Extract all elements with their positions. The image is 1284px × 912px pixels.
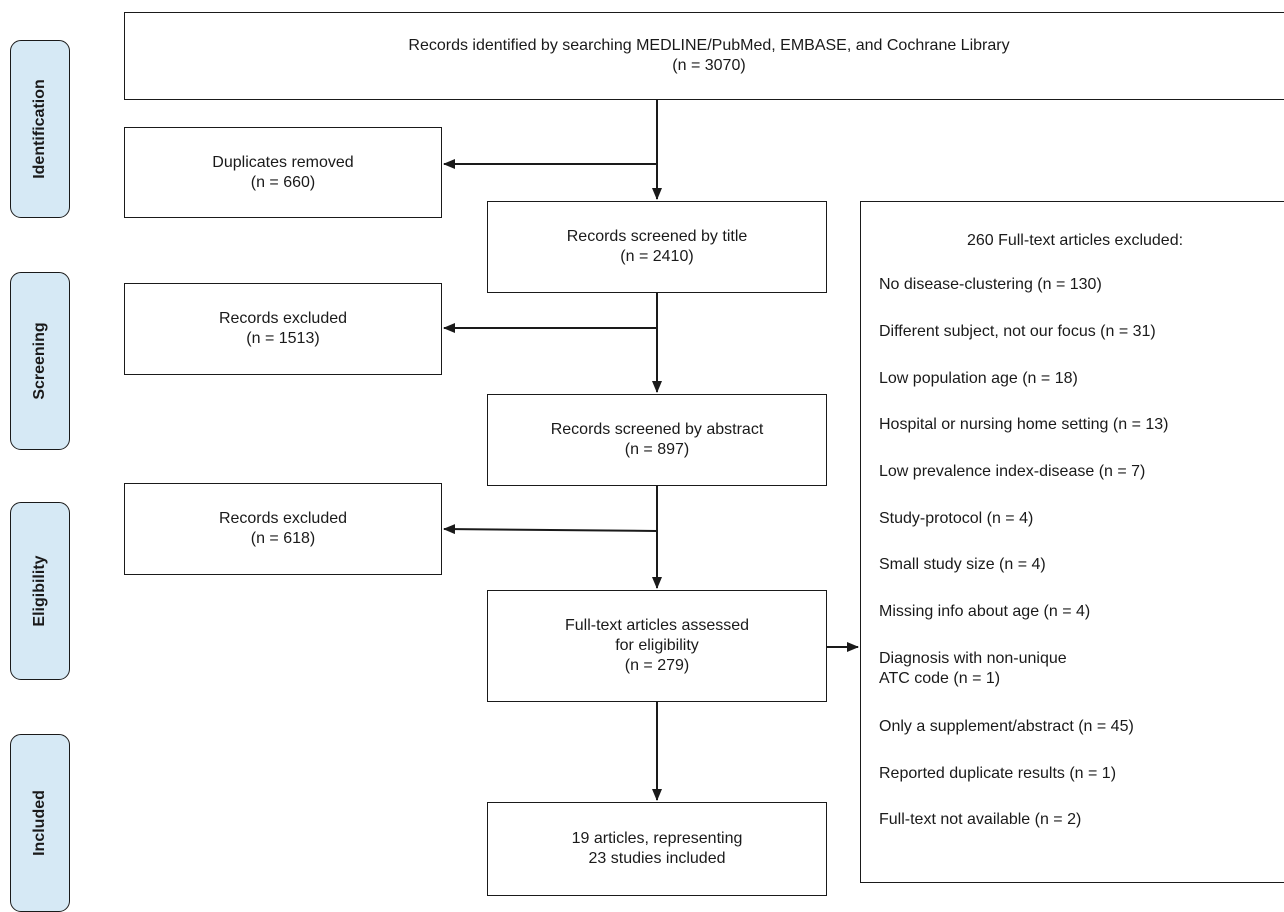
box-count: (n = 897) [624, 441, 690, 458]
exclusion-item: ATC code (n = 1) [879, 670, 1001, 687]
box-text: Records identified by searching MEDLINE/… [408, 37, 1010, 54]
box-text: Full-text articles assessed [564, 617, 750, 634]
box-count: (n = 3070) [672, 57, 746, 74]
included-box: 19 articles, representing 23 studies inc… [487, 802, 827, 896]
box-text: Records excluded [218, 510, 348, 527]
exclusion-item: Different subject, not our focus (n = 31… [879, 323, 1156, 340]
exclusion-item: Hospital or nursing home setting (n = 13… [879, 416, 1169, 433]
exclusion-item: Full-text not available (n = 2) [879, 811, 1082, 828]
box-text: 23 studies included [588, 850, 726, 867]
stage-included: Included [10, 734, 70, 912]
stage-identification: Identification [10, 40, 70, 218]
exclusion-item: Reported duplicate results (n = 1) [879, 765, 1117, 782]
arrow-to-excluded-abstract [443, 524, 658, 535]
box-count: (n = 2410) [620, 248, 694, 265]
exclusion-item: Low prevalence index-disease (n = 7) [879, 463, 1146, 480]
screened-title-box: Records screened by title (n = 2410) [487, 201, 827, 293]
exclusion-item: No disease-clustering (n = 130) [879, 276, 1102, 293]
stage-eligibility: Eligibility [10, 502, 70, 680]
exclusion-item: Low population age (n = 18) [879, 370, 1078, 387]
exclusion-item: Missing info about age (n = 4) [879, 603, 1091, 620]
exclusions-title: 260 Full-text articles excluded: [966, 232, 1184, 249]
box-text: 19 articles, representing [571, 830, 743, 847]
box-count: (n = 279) [624, 657, 690, 674]
fulltext-assessed-box: Full-text articles assessed for eligibil… [487, 590, 827, 702]
duplicates-removed-box: Duplicates removed (n = 660) [124, 127, 442, 218]
box-count: (n = 618) [250, 530, 316, 547]
exclusion-item: Only a supplement/abstract (n = 45) [879, 718, 1134, 735]
box-count: (n = 660) [250, 173, 316, 191]
records-identified-box: Records identified by searching MEDLINE/… [124, 12, 1284, 100]
exclusion-item: Small study size (n = 4) [879, 556, 1046, 573]
box-text: Records screened by title [566, 228, 748, 245]
box-text: for eligibility [615, 637, 699, 654]
box-text: Duplicates removed [212, 153, 354, 171]
stage-screening: Screening [10, 272, 70, 450]
exclusion-item: Diagnosis with non-unique [879, 650, 1067, 667]
box-text: Records screened by abstract [550, 421, 764, 438]
exclusion-item: Study-protocol (n = 4) [879, 510, 1034, 527]
excluded-abstract-box: Records excluded (n = 618) [124, 483, 442, 575]
screened-abstract-box: Records screened by abstract (n = 897) [487, 394, 827, 486]
box-text: Records excluded [218, 310, 348, 327]
excluded-title-box: Records excluded (n = 1513) [124, 283, 442, 375]
box-count: (n = 1513) [246, 330, 320, 347]
fulltext-exclusions-box: 260 Full-text articles excluded: No dise… [860, 201, 1284, 883]
